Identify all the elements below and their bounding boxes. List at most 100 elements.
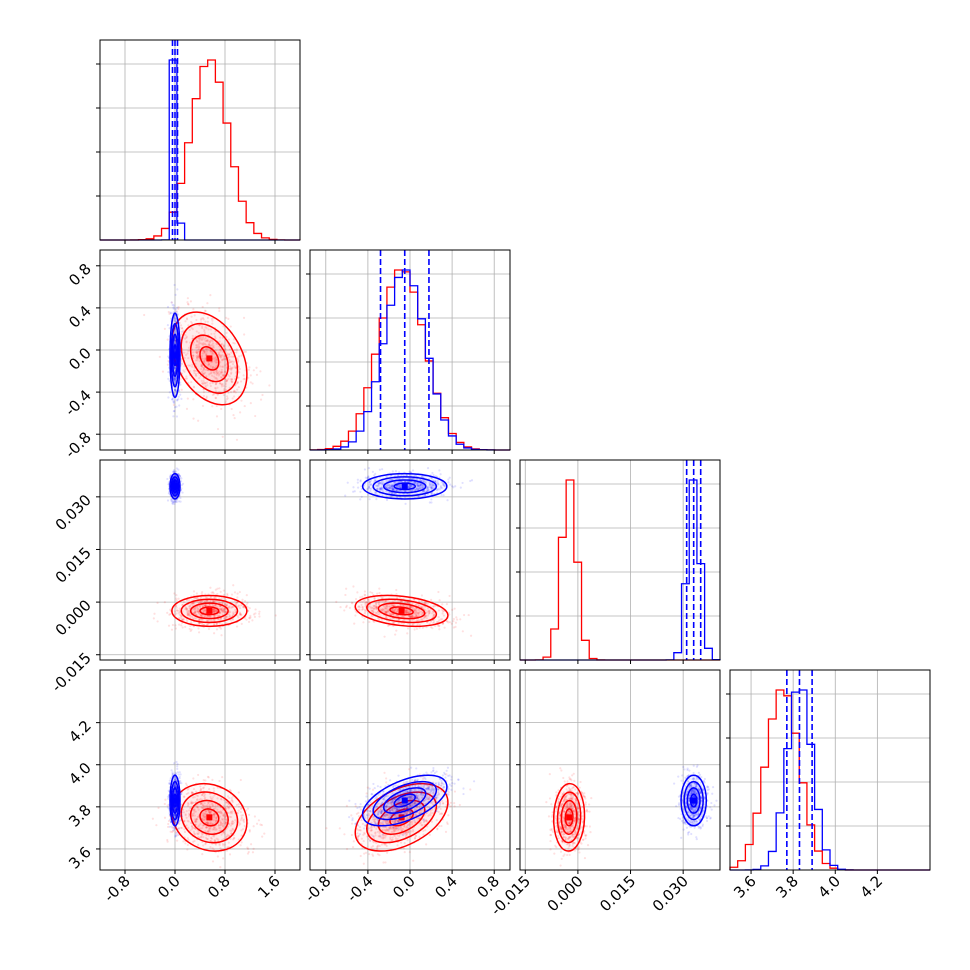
scatter-point: [359, 596, 362, 599]
scatter-point: [230, 381, 234, 384]
scatter-point: [212, 609, 215, 612]
scatter-point: [211, 352, 214, 356]
scatter-point: [210, 837, 213, 840]
scatter-point: [413, 628, 416, 631]
scatter-point: [167, 492, 171, 495]
scatter-point: [206, 775, 210, 778]
scatter-point: [391, 488, 394, 491]
scatter-point: [396, 609, 400, 612]
scatter-point: [181, 336, 184, 339]
scatter-point: [174, 379, 177, 382]
scatter-point: [222, 355, 225, 358]
scatter-point: [173, 330, 176, 333]
scatter-point: [248, 616, 251, 619]
scatter-point: [381, 487, 384, 491]
scatter-point: [413, 612, 416, 616]
scatter-point: [369, 605, 372, 608]
scatter-point: [232, 612, 235, 615]
scatter-point: [209, 826, 212, 829]
scatter-point: [202, 812, 205, 815]
scatter-point: [187, 303, 190, 306]
scatter-point: [432, 605, 435, 608]
scatter-point: [364, 610, 367, 613]
scatter-point: [214, 370, 217, 373]
scatter-point: [407, 611, 410, 614]
scatter-point: [219, 865, 222, 869]
scatter-point: [364, 602, 367, 606]
scatter-point: [215, 372, 218, 375]
scatter-point: [218, 829, 221, 832]
scatter-point: [221, 814, 224, 817]
scatter-point: [417, 487, 420, 491]
scatter-point: [185, 336, 188, 339]
scatter-point: [177, 827, 180, 830]
scatter-point: [207, 776, 210, 779]
scatter-point: [221, 609, 224, 612]
scatter-point: [201, 352, 204, 355]
scatter-point: [426, 490, 429, 493]
scatter-point: [206, 826, 209, 829]
scatter-point: [193, 814, 196, 817]
scatter-point: [407, 480, 411, 483]
scatter-point: [190, 326, 193, 329]
scatter-point: [404, 610, 407, 613]
scatter-point: [189, 806, 192, 810]
scatter-point: [384, 607, 387, 610]
scatter-point: [214, 377, 217, 380]
scatter-point: [412, 607, 415, 610]
scatter-point: [194, 350, 197, 354]
scatter-point: [399, 604, 402, 607]
scatter-point: [411, 469, 415, 472]
scatter-point: [417, 619, 420, 622]
scatter-point: [212, 610, 215, 613]
scatter-point: [220, 597, 223, 600]
scatter-point: [173, 471, 176, 474]
scatter-point: [202, 342, 205, 345]
scatter-point: [223, 617, 226, 620]
scatter-point: [409, 616, 412, 619]
scatter-point: [363, 612, 366, 615]
scatter-point: [169, 312, 173, 315]
scatter-point: [392, 613, 395, 617]
scatter-point: [181, 603, 184, 607]
scatter-point: [424, 493, 427, 497]
scatter-point: [212, 813, 215, 817]
scatter-point: [183, 337, 187, 340]
scatter-point: [374, 607, 378, 610]
scatter-point: [211, 319, 214, 322]
scatter-point: [353, 490, 356, 493]
scatter-point: [246, 807, 250, 810]
scatter-point: [389, 617, 392, 620]
scatter-point: [204, 343, 207, 346]
scatter-point: [367, 485, 371, 489]
scatter-point: [223, 607, 226, 610]
scatter-point: [215, 373, 218, 376]
y-tick-label: -0.8: [61, 428, 94, 461]
scatter-point: [224, 615, 227, 619]
scatter-point: [177, 473, 181, 476]
scatter-point: [377, 482, 380, 486]
scatter-point: [198, 360, 201, 363]
scatter-point: [226, 825, 230, 828]
scatter-point: [143, 313, 146, 317]
scatter-point: [236, 388, 239, 391]
scatter-point: [410, 484, 413, 487]
scatter-point: [375, 491, 378, 494]
scatter-point: [242, 374, 245, 377]
scatter-point: [214, 382, 217, 386]
scatter-point: [213, 375, 216, 378]
scatter-point: [167, 396, 170, 399]
scatter-point: [205, 347, 208, 350]
scatter-point: [242, 606, 245, 609]
scatter-point: [398, 596, 402, 599]
scatter-point: [237, 838, 240, 841]
contour-line: [372, 476, 438, 497]
scatter-point: [406, 600, 409, 604]
scatter-point: [193, 818, 196, 821]
scatter-point: [228, 788, 232, 791]
scatter-point: [375, 606, 378, 609]
scatter-point: [437, 609, 441, 612]
scatter-point: [246, 606, 249, 609]
scatter-point: [411, 615, 414, 618]
scatter-point: [202, 786, 205, 789]
